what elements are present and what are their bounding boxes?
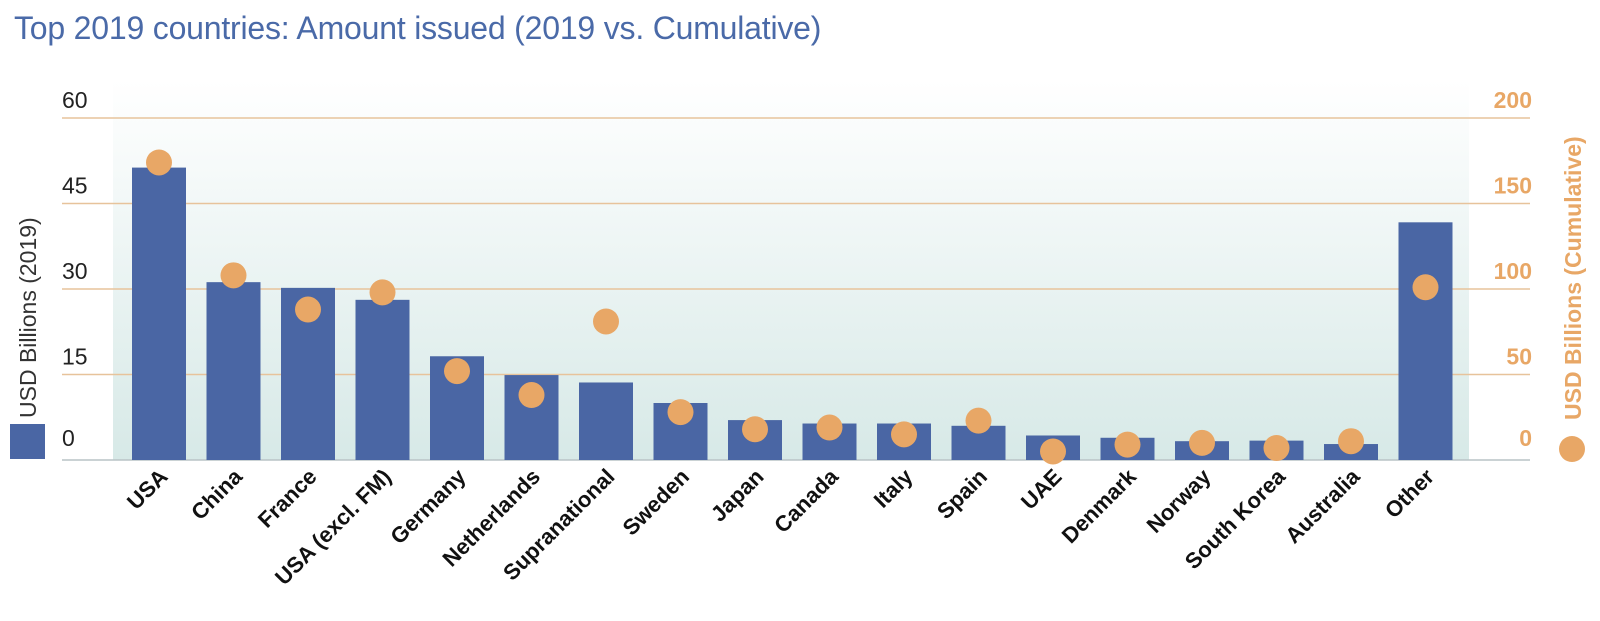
bar <box>579 382 633 460</box>
cumulative-dot <box>369 279 396 306</box>
cumulative-dot <box>444 358 470 385</box>
category-label: Denmark <box>1057 463 1142 548</box>
y-tick-right: 200 <box>1494 87 1532 113</box>
y-tick-right: 0 <box>1519 425 1532 451</box>
category-label: Sweden <box>618 464 694 540</box>
bar <box>355 299 410 460</box>
y-tick-left: 0 <box>62 425 75 451</box>
cumulative-dot <box>1338 428 1364 455</box>
y-tick-left: 15 <box>62 344 88 370</box>
cumulative-dot <box>1412 274 1439 301</box>
cumulative-dot <box>146 149 172 176</box>
plot-background <box>113 80 1469 460</box>
bar <box>132 167 186 460</box>
y-tick-right: 50 <box>1506 344 1532 370</box>
category-label: Italy <box>869 463 918 512</box>
category-label: Australia <box>1280 463 1365 548</box>
category-label: Canada <box>769 463 843 537</box>
bars <box>132 167 1453 460</box>
category-label: France <box>253 464 322 533</box>
axis-legend <box>10 424 1585 462</box>
cumulative-dots <box>146 149 1439 465</box>
cumulative-dot <box>742 416 768 443</box>
y-tick-left: 45 <box>62 173 88 199</box>
y-tick-right: 100 <box>1494 258 1532 284</box>
cumulative-dot <box>220 262 247 289</box>
category-label: Spain <box>932 464 992 524</box>
cumulative-dot <box>1114 431 1141 458</box>
cumulative-dot <box>1189 429 1215 456</box>
category-label: Other <box>1380 464 1439 523</box>
category-label: Norway <box>1142 463 1216 537</box>
category-label: USA <box>122 464 173 515</box>
cumulative-dot <box>965 407 992 434</box>
y-axis-label-left: USD Billions (2019) <box>15 217 41 418</box>
chart-title: Top 2019 countries: Amount issued (2019 … <box>14 10 822 46</box>
legend-bar-swatch <box>10 424 45 459</box>
y-axis-label-right: USD Billions (Cumulative) <box>1560 136 1586 420</box>
cumulative-dot <box>593 308 619 335</box>
cumulative-dot <box>667 399 694 426</box>
bar <box>206 282 261 460</box>
category-label: UAE <box>1016 464 1067 515</box>
y-tick-right: 150 <box>1494 173 1532 199</box>
y-tick-left: 30 <box>62 258 88 284</box>
cumulative-dot <box>1040 438 1066 465</box>
bar <box>1398 222 1453 460</box>
legend-dot-swatch <box>1559 436 1585 462</box>
cumulative-dot <box>295 296 321 323</box>
axis-ticks: 0 15 30 45 60 0 50 100 150 200 <box>62 87 1532 451</box>
category-label: Japan <box>706 464 769 527</box>
category-label: China <box>186 463 247 524</box>
cumulative-dot <box>891 421 917 448</box>
cumulative-dot <box>1263 435 1290 462</box>
y-tick-left: 60 <box>62 87 88 113</box>
cumulative-dot <box>816 414 843 441</box>
cumulative-dot <box>518 382 545 409</box>
